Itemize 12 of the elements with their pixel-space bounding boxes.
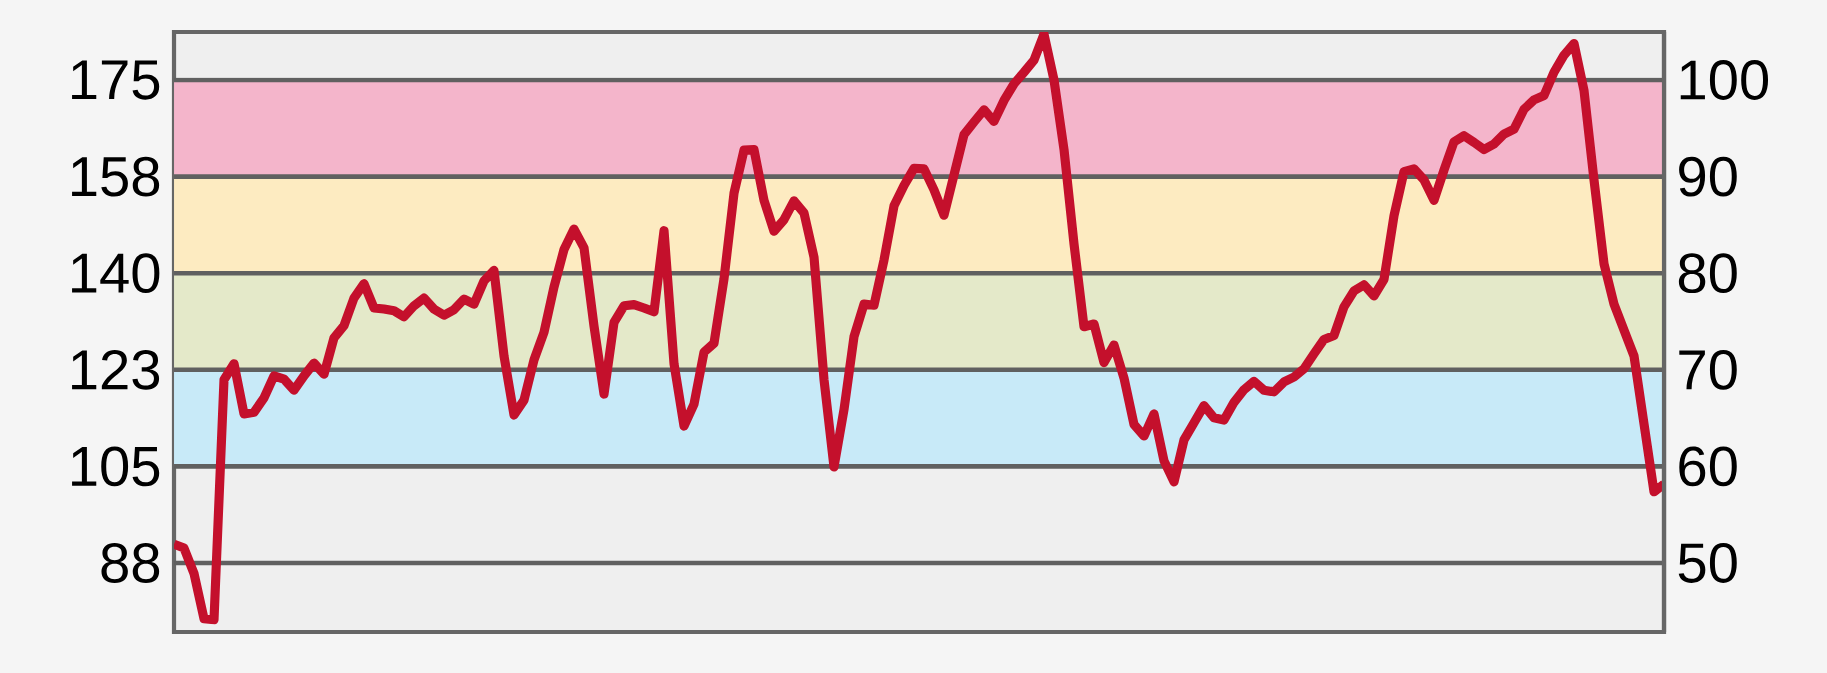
y-tick-label: 158: [72, 156, 160, 197]
y-tick-label: 88: [101, 543, 160, 583]
y-tick-label: 140: [72, 253, 160, 294]
y-tick-label: 175: [72, 60, 160, 100]
y2-tick-label: 50: [1678, 543, 1737, 583]
y2-tick-label: 60: [1679, 446, 1737, 487]
y2-tick-label: 70: [1679, 349, 1737, 390]
y-tick-label: 105: [72, 446, 160, 487]
y-tick-label: 123: [72, 349, 160, 390]
y2-tick-label: 100: [1680, 60, 1769, 100]
y2-tick-label: 90: [1679, 156, 1737, 197]
y2-tick-label: 80: [1678, 253, 1737, 294]
